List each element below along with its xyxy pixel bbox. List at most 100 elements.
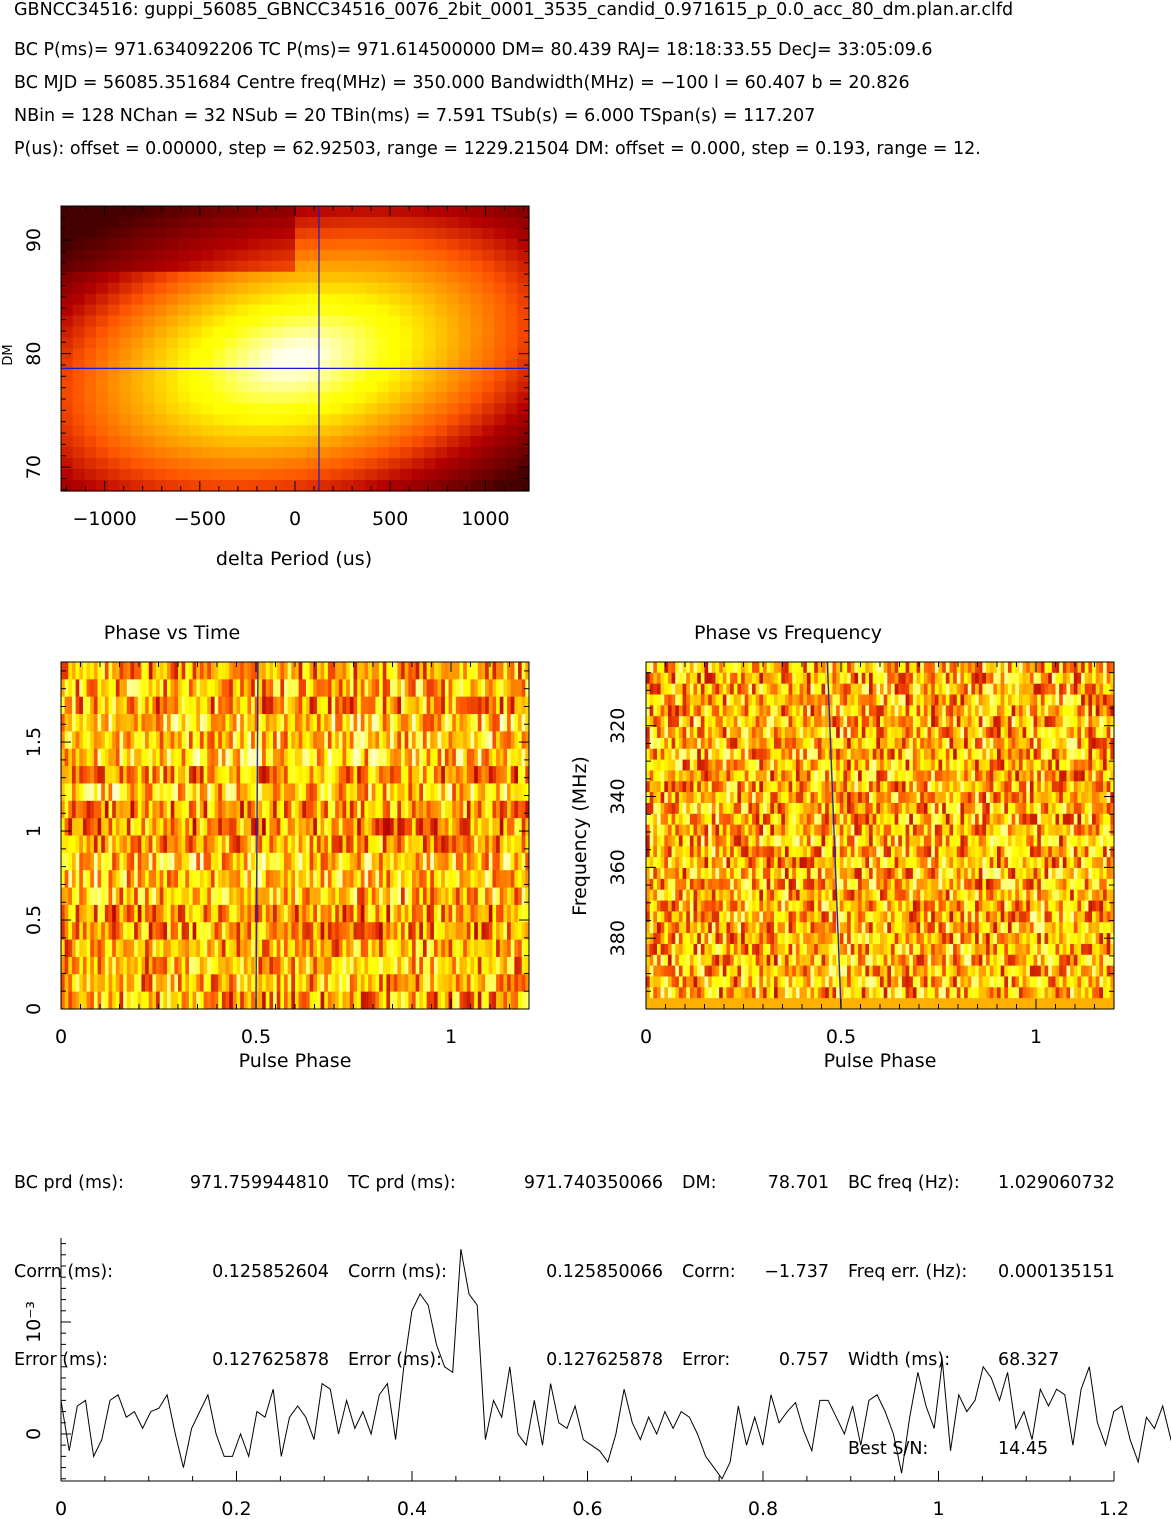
heatmap-cell [210, 870, 216, 889]
heatmap-cell [232, 922, 237, 941]
heatmap-cell [1077, 662, 1082, 674]
heatmap-cell [412, 447, 425, 459]
heatmap-cell [248, 337, 261, 350]
heatmap-cell [459, 922, 464, 941]
heatmap-cell [119, 436, 132, 448]
heatmap-cell [934, 683, 939, 696]
heatmap-cell [93, 696, 99, 715]
heatmap-cell [470, 887, 475, 906]
heatmap-cell [505, 238, 518, 251]
heatmap-cell [993, 748, 998, 761]
heatmap-cell [525, 887, 530, 906]
heatmap-cell [423, 403, 436, 415]
heatmap-cell [360, 748, 365, 767]
heatmap-cell [192, 974, 197, 993]
heatmap-cell [210, 818, 216, 836]
heatmap-cell [521, 991, 526, 1010]
x-tick-label: 1 [445, 1026, 457, 1048]
heatmap-cell [493, 458, 507, 470]
heatmap-cell [382, 818, 387, 836]
heatmap-cell [444, 852, 450, 871]
heatmap-cell [505, 271, 518, 284]
heatmap-cell [271, 447, 284, 459]
heatmap-cell [945, 716, 950, 728]
heatmap-cell [86, 835, 91, 854]
heatmap-cell [225, 956, 230, 975]
heatmap-cell [752, 694, 757, 706]
heatmap-cell [72, 425, 85, 437]
heatmap-cell [287, 679, 292, 698]
heatmap-cell [447, 403, 460, 415]
heatmap-cell [433, 887, 439, 906]
heatmap-cell [839, 683, 844, 696]
heatmap-cell [689, 662, 695, 674]
heatmap-cell [145, 766, 150, 784]
x-tick-label: 0 [55, 1026, 67, 1048]
heatmap-cell [448, 870, 453, 889]
heatmap-cell [291, 991, 296, 1010]
heatmap-cell [86, 696, 91, 715]
heatmap-cell [433, 800, 439, 819]
heatmap-cell [306, 370, 319, 382]
heatmap-cell [338, 904, 344, 923]
heatmap-cell [649, 727, 654, 739]
heatmap-cell [64, 766, 69, 784]
heatmap-cell [330, 348, 343, 361]
heatmap-cell [131, 381, 144, 393]
heatmap-cell [166, 359, 179, 372]
heatmap-cell [923, 727, 929, 739]
heatmap-cell [854, 748, 859, 761]
heatmap-cell [353, 271, 366, 284]
heatmap-cell [309, 852, 314, 871]
heatmap-cell [148, 731, 153, 750]
heatmap-cell [521, 818, 526, 836]
heatmap-cell [148, 714, 153, 732]
heatmap-cell [821, 662, 826, 674]
heatmap-cell [803, 716, 808, 728]
heatmap-cell [492, 904, 497, 923]
heatmap-cell [108, 731, 113, 750]
heatmap-cell [82, 870, 88, 889]
heatmap-cell [64, 714, 69, 732]
heatmap-cell [331, 904, 336, 923]
heatmap-cell [810, 705, 815, 717]
heatmap-cell [360, 662, 365, 680]
heatmap-cell [474, 800, 479, 819]
heatmap-cell [375, 696, 380, 715]
heatmap-cell [901, 705, 907, 717]
heatmap-cell [163, 748, 168, 767]
heatmap-cell [458, 271, 472, 284]
heatmap-cell [148, 939, 153, 958]
heatmap-cell [196, 818, 201, 836]
heatmap-cell [763, 662, 768, 674]
heatmap-cell [192, 904, 197, 923]
heatmap-cell [107, 480, 121, 492]
heatmap-cell [517, 326, 530, 339]
heatmap-cell [400, 370, 413, 382]
heatmap-cell [488, 991, 493, 1010]
heatmap-cell [719, 716, 724, 728]
heatmap-cell [258, 939, 263, 958]
heatmap-cell [170, 974, 175, 993]
heatmap-cell [306, 293, 319, 306]
heatmap-cell [148, 991, 153, 1010]
heatmap-cell [927, 705, 932, 717]
heatmap-cell [96, 458, 109, 470]
heatmap-cell [459, 939, 464, 958]
heatmap-cell [375, 731, 380, 750]
heatmap-cell [79, 714, 84, 732]
heatmap-cell [86, 679, 91, 698]
heatmap-cell [496, 904, 501, 923]
heatmap-cell [388, 315, 401, 328]
heatmap-cell [84, 238, 97, 251]
heatmap-cell [134, 904, 139, 923]
heatmap-cell [953, 705, 958, 717]
heatmap-cell [178, 436, 191, 448]
heatmap-cell [192, 800, 197, 819]
heatmap-cell [188, 679, 194, 698]
heatmap-cell [148, 818, 153, 836]
heatmap-cell [945, 662, 950, 674]
heatmap-cell [1084, 716, 1089, 728]
heatmap-cell [338, 939, 344, 958]
heatmap-cell [316, 679, 322, 698]
